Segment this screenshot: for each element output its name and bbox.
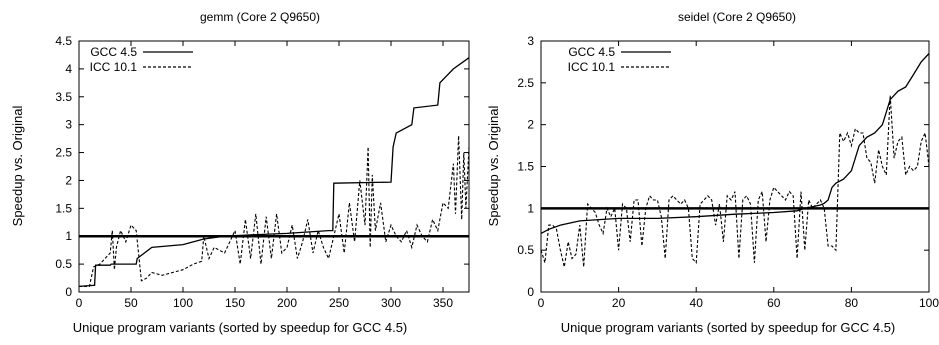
seidel-series-gcc-line: [540, 53, 930, 234]
gemm-xtick-label: 350: [433, 296, 453, 310]
gemm-ytick-label: 2.5: [55, 146, 72, 160]
seidel-plot-frame: [540, 40, 930, 293]
seidel-xtick-label: 0: [538, 296, 545, 310]
gemm-plot-frame: [78, 40, 470, 293]
seidel-ytick-label: 1.5: [517, 160, 534, 174]
seidel-ticks: 0 0.5 1 1.5 2 2.5 3 0 20 40 60 80 100: [517, 34, 939, 310]
gemm-ytick-label: 0: [65, 285, 72, 299]
seidel-legend-icc-label: ICC 10.1: [568, 60, 616, 74]
seidel-ytick-label: 0: [527, 285, 534, 299]
gemm-ytick-label: 1: [65, 229, 72, 243]
gemm-ytick-label: 3.5: [55, 90, 72, 104]
gemm-legend-icc-label: ICC 10.1: [90, 60, 138, 74]
seidel-xtick-label: 40: [690, 296, 704, 310]
seidel-legend-gcc-label: GCC 4.5: [568, 45, 615, 59]
gemm-ytick-label: 0.5: [55, 257, 72, 271]
gemm-series-layer: [78, 57, 470, 288]
gemm-xtick-label: 100: [173, 296, 193, 310]
seidel-chart-panel: seidel (Core 2 Q9650) Unique program var…: [486, 10, 939, 335]
gemm-series-gcc-line: [78, 57, 470, 288]
seidel-x-axis-label: Unique program variants (sorted by speed…: [561, 320, 896, 335]
seidel-xtick-label: 20: [612, 296, 626, 310]
seidel-ytick-label: 2.5: [517, 76, 534, 90]
gemm-chart-title: gemm (Core 2 Q9650): [200, 10, 320, 24]
gemm-y-axis-label: Speedup vs. Original: [10, 106, 25, 227]
seidel-xtick-label: 80: [845, 296, 859, 310]
seidel-y-axis-label: Speedup vs. Original: [486, 106, 501, 227]
gemm-ytick-label: 4.5: [55, 34, 72, 48]
seidel-ytick-label: 2: [527, 118, 534, 132]
seidel-series-layer: [540, 53, 930, 268]
gemm-xtick-label: 50: [124, 296, 138, 310]
gemm-series-icc-line: [79, 135, 470, 287]
seidel-ytick-label: 3: [527, 34, 534, 48]
gemm-xtick-label: 250: [329, 296, 349, 310]
gemm-xtick-label: 300: [381, 296, 401, 310]
seidel-xtick-label: 60: [767, 296, 781, 310]
gemm-ytick-label: 4: [65, 62, 72, 76]
seidel-xtick-label: 100: [919, 296, 939, 310]
gemm-chart-panel: gemm (Core 2 Q9650) Unique program varia…: [10, 10, 470, 335]
gemm-ytick-label: 1.5: [55, 201, 72, 215]
seidel-ytick-label: 1: [527, 201, 534, 215]
gemm-xtick-label: 0: [76, 296, 83, 310]
gemm-legend: GCC 4.5 ICC 10.1: [90, 45, 193, 74]
seidel-legend: GCC 4.5 ICC 10.1: [568, 45, 671, 74]
gemm-ytick-label: 2: [65, 173, 72, 187]
gemm-x-axis-label: Unique program variants (sorted by speed…: [73, 320, 408, 335]
gemm-xtick-label: 200: [277, 296, 297, 310]
seidel-series-icc-line: [540, 95, 930, 268]
gemm-ticks: 0 0.5 1 1.5 2 2.5 3 3.5 4 4.5 0 50 100 150 200 250 300 35…: [55, 34, 469, 310]
gemm-legend-gcc-label: GCC 4.5: [90, 45, 137, 59]
gemm-ytick-label: 3: [65, 118, 72, 132]
seidel-chart-title: seidel (Core 2 Q9650): [678, 10, 796, 24]
seidel-ytick-label: 0.5: [517, 243, 534, 257]
gemm-xtick-label: 150: [225, 296, 245, 310]
